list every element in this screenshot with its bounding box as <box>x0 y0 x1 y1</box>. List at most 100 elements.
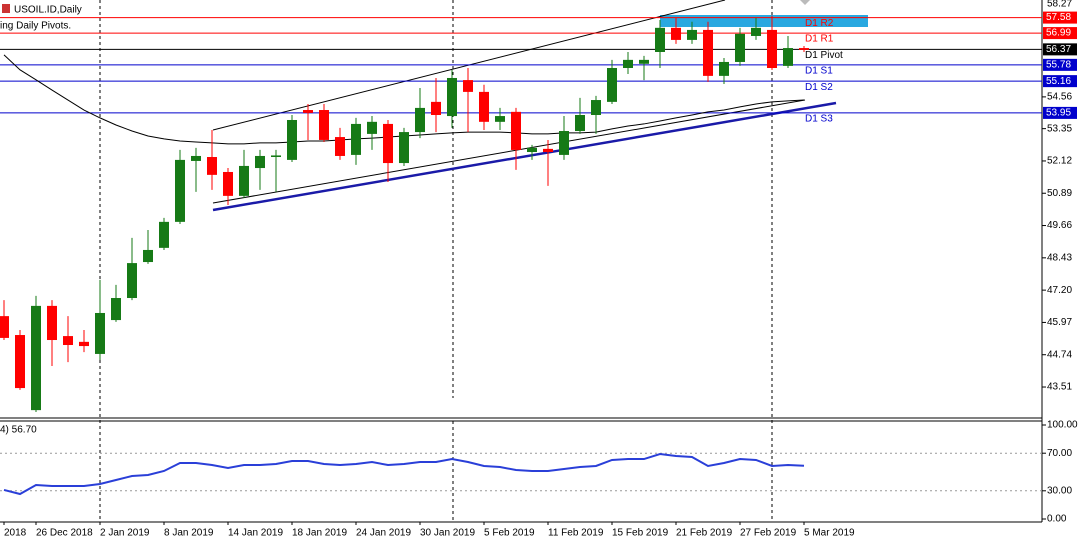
candle-body <box>127 263 137 299</box>
candle-body <box>143 249 153 263</box>
pivot-price-box <box>1043 11 1077 24</box>
candle-body <box>591 100 601 116</box>
y-tick-label: 49.66 <box>1047 220 1072 231</box>
pivot-name: D1 S2 <box>805 82 833 93</box>
candle-body <box>303 110 313 113</box>
y-tick-label: 44.74 <box>1047 349 1072 360</box>
candle-body <box>783 48 793 66</box>
plot <box>0 15 1042 412</box>
pivot-price-box <box>1043 27 1077 40</box>
candle-body <box>735 33 745 62</box>
pivot-name: D1 R1 <box>805 34 834 45</box>
candle-body <box>47 305 57 341</box>
candle-body <box>767 29 777 69</box>
x-tick-label: 21 Feb 2019 <box>676 528 733 539</box>
candle-body <box>159 221 169 248</box>
marker <box>800 0 810 5</box>
candle-body <box>447 77 457 117</box>
pivot-price-label: 56.37 <box>1046 44 1071 55</box>
candle-body <box>255 155 265 169</box>
candle-body <box>719 61 729 76</box>
y-tick-label: 52.12 <box>1047 156 1072 167</box>
candle-body <box>639 59 649 64</box>
pivot-price-label: 55.78 <box>1046 59 1071 70</box>
candle-body <box>335 137 345 156</box>
trendline <box>212 99 806 204</box>
candle-body <box>31 305 41 411</box>
pivot-price-label: 53.95 <box>1046 108 1071 119</box>
rsi-tick-label: 70.00 <box>1047 448 1072 459</box>
x-tick-label: 27 Feb 2019 <box>740 528 797 539</box>
candle-body <box>191 155 201 161</box>
rsi-label: 4) 56.70 <box>0 425 37 436</box>
x-tick-label: 11 Feb 2019 <box>548 528 604 539</box>
candle-body <box>431 101 441 116</box>
candle-body <box>0 316 9 338</box>
x-tick-label: 26 Dec 2018 <box>36 528 93 539</box>
x-tick-label: 2018 <box>4 528 27 539</box>
candle-body <box>15 335 25 389</box>
candle-body <box>703 29 713 76</box>
pivot-price-box <box>1043 106 1077 119</box>
pivot-price-box <box>1043 43 1077 56</box>
candle-body <box>383 123 393 164</box>
candle-body <box>607 68 617 102</box>
candle-body <box>399 132 409 164</box>
candle-body <box>207 157 217 175</box>
candle-body <box>223 171 233 196</box>
candle-body <box>63 336 73 346</box>
candle-body <box>95 312 105 354</box>
candle-body <box>575 115 585 132</box>
pivot-name: D1 S3 <box>805 114 833 125</box>
candle-body <box>79 341 89 347</box>
symbol-icon <box>2 4 10 13</box>
pivot-price-label: 56.99 <box>1046 28 1071 39</box>
candle-body <box>287 119 297 160</box>
candle-body <box>415 107 425 133</box>
y-tick-label: 47.20 <box>1047 285 1072 296</box>
indicator-name: ing Daily Pivots. <box>0 21 71 32</box>
candle-body <box>511 111 521 150</box>
x-tick-label: 24 Jan 2019 <box>356 528 411 539</box>
candle-body <box>271 155 281 158</box>
candle-body <box>111 298 121 321</box>
candle-body <box>559 131 569 155</box>
candle-body <box>319 110 329 140</box>
rsi-tick-label: 30.00 <box>1047 485 1072 496</box>
pivot-price-label: 57.58 <box>1046 12 1071 23</box>
rsi-line <box>3 453 805 496</box>
x-tick-label: 5 Feb 2019 <box>484 528 535 539</box>
pivot-price-box <box>1043 75 1077 88</box>
candle-body <box>463 80 473 92</box>
zone-rect <box>660 15 868 27</box>
candle-body <box>239 165 249 196</box>
x-tick-label: 15 Feb 2019 <box>612 528 669 539</box>
x-tick-label: 14 Jan 2019 <box>228 528 283 539</box>
pivot-price-label: 55.16 <box>1046 76 1071 87</box>
x-tick-label: 2 Jan 2019 <box>100 528 150 539</box>
candle-body <box>687 29 697 40</box>
candle-body <box>543 148 553 153</box>
y-tick-label: 50.89 <box>1047 188 1072 199</box>
candle-body <box>623 59 633 69</box>
x-tick-label: 8 Jan 2019 <box>164 528 214 539</box>
pivot-name: D1 S1 <box>805 65 833 76</box>
candle-body <box>751 27 761 36</box>
pivot-name: D1 R2 <box>805 18 834 29</box>
candle-body <box>671 27 681 40</box>
y-tick-label: 43.51 <box>1047 382 1072 393</box>
rsi-tick-label: 0.00 <box>1047 514 1067 525</box>
candle-body <box>799 48 809 50</box>
rsi-tick-label: 100.00 <box>1047 420 1078 431</box>
y-tick-label: 54.56 <box>1047 92 1072 103</box>
x-tick-label: 30 Jan 2019 <box>420 528 475 539</box>
candle-body <box>527 147 537 153</box>
chart-title: USOIL.ID,Daily <box>14 5 82 16</box>
separators <box>99 0 773 522</box>
pivot-price-box <box>1043 58 1077 71</box>
y-tick-label: 53.35 <box>1047 123 1072 134</box>
pivot-name: D1 Pivot <box>805 50 843 61</box>
y-tick-label: 48.43 <box>1047 252 1072 263</box>
